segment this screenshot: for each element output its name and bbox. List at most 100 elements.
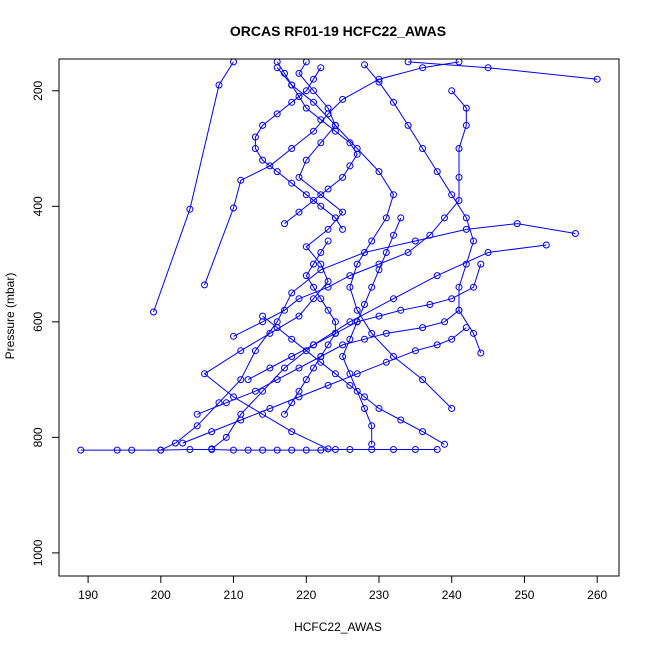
data-point <box>222 399 230 407</box>
data-point <box>244 446 252 454</box>
data-point <box>455 306 463 314</box>
data-point <box>310 283 317 291</box>
data-point <box>295 387 303 395</box>
data-point <box>368 237 376 245</box>
series-line <box>204 61 460 286</box>
data-point <box>331 370 339 378</box>
series-line <box>153 61 234 313</box>
data-point <box>237 347 245 355</box>
y-tick-label: 200 <box>31 80 45 100</box>
data-point <box>375 266 383 274</box>
data-point <box>288 399 296 407</box>
data-point <box>346 335 354 343</box>
data-point <box>259 156 267 164</box>
data-point <box>433 168 441 176</box>
data-point <box>215 81 223 89</box>
data-point <box>317 249 325 256</box>
data-point <box>368 329 376 337</box>
data-point <box>273 446 281 454</box>
data-point <box>462 225 470 233</box>
chart-title: ORCAS RF01-19 HCFC22_AWAS <box>230 23 446 39</box>
series-line <box>233 90 467 337</box>
data-point <box>288 353 296 360</box>
data-point <box>324 445 332 453</box>
data-point <box>317 358 325 366</box>
data-point <box>310 87 317 95</box>
data-point <box>317 116 325 124</box>
data-point <box>208 445 216 453</box>
data-point <box>281 364 288 372</box>
data-point <box>455 283 463 291</box>
series-14 <box>273 58 361 228</box>
data-point <box>419 64 427 72</box>
x-tick-label: 220 <box>296 588 316 602</box>
series-line <box>247 263 482 381</box>
data-point <box>462 260 470 268</box>
data-point <box>266 162 274 170</box>
data-point <box>157 446 165 454</box>
data-point <box>331 127 339 135</box>
data-point <box>281 220 288 228</box>
data-point <box>462 324 470 332</box>
data-point <box>346 162 354 170</box>
data-point <box>404 249 412 256</box>
data-point <box>346 381 354 389</box>
data-point <box>179 439 187 447</box>
y-axis: 200 400 600 800 1000 <box>31 80 59 566</box>
data-point <box>346 446 354 453</box>
data-point <box>448 405 456 412</box>
data-point <box>317 446 325 454</box>
x-tick-label: 200 <box>151 588 171 602</box>
data-point <box>295 69 303 77</box>
data-point <box>302 156 310 164</box>
data-point <box>375 312 383 320</box>
data-point <box>448 191 456 199</box>
data-point <box>331 214 339 222</box>
data-point <box>390 295 397 303</box>
data-point <box>441 318 448 326</box>
plot-frame <box>58 58 620 577</box>
data-point <box>317 202 325 210</box>
data-point <box>368 446 376 453</box>
data-point <box>310 98 317 106</box>
data-point <box>346 272 354 280</box>
data-point <box>324 237 332 245</box>
data-point <box>288 335 296 343</box>
data-point <box>404 121 412 129</box>
data-point <box>310 197 317 204</box>
data-point <box>353 306 361 314</box>
series-17 <box>339 214 405 448</box>
data-point <box>295 208 303 216</box>
data-point <box>266 329 274 337</box>
data-point <box>419 376 427 384</box>
data-point <box>295 312 303 320</box>
data-point <box>433 446 441 453</box>
data-point <box>390 191 397 199</box>
data-point <box>317 295 325 303</box>
y-tick-label: 600 <box>31 311 45 331</box>
data-point <box>266 405 274 412</box>
data-point <box>339 225 347 233</box>
data-point <box>230 446 237 454</box>
data-point <box>375 168 383 176</box>
y-axis-label: Pressure (mbar) <box>3 273 17 360</box>
x-axis: 190 200 210 220 230 240 250 260 <box>78 576 608 602</box>
data-point <box>361 301 368 308</box>
data-point <box>150 308 157 316</box>
data-point <box>361 249 368 256</box>
data-point <box>331 329 339 337</box>
data-point <box>201 281 208 289</box>
y-tick-label: 1000 <box>31 539 45 566</box>
x-tick-label: 190 <box>78 588 98 602</box>
data-point <box>273 376 281 384</box>
data-point <box>353 370 361 378</box>
data-point <box>397 214 405 222</box>
data-point <box>208 428 216 436</box>
series-16 <box>281 237 339 418</box>
data-point <box>310 260 317 268</box>
data-point <box>426 301 434 308</box>
data-point <box>441 214 448 222</box>
x-axis-label: HCFC22_AWAS <box>294 620 382 634</box>
data-point <box>470 237 477 245</box>
